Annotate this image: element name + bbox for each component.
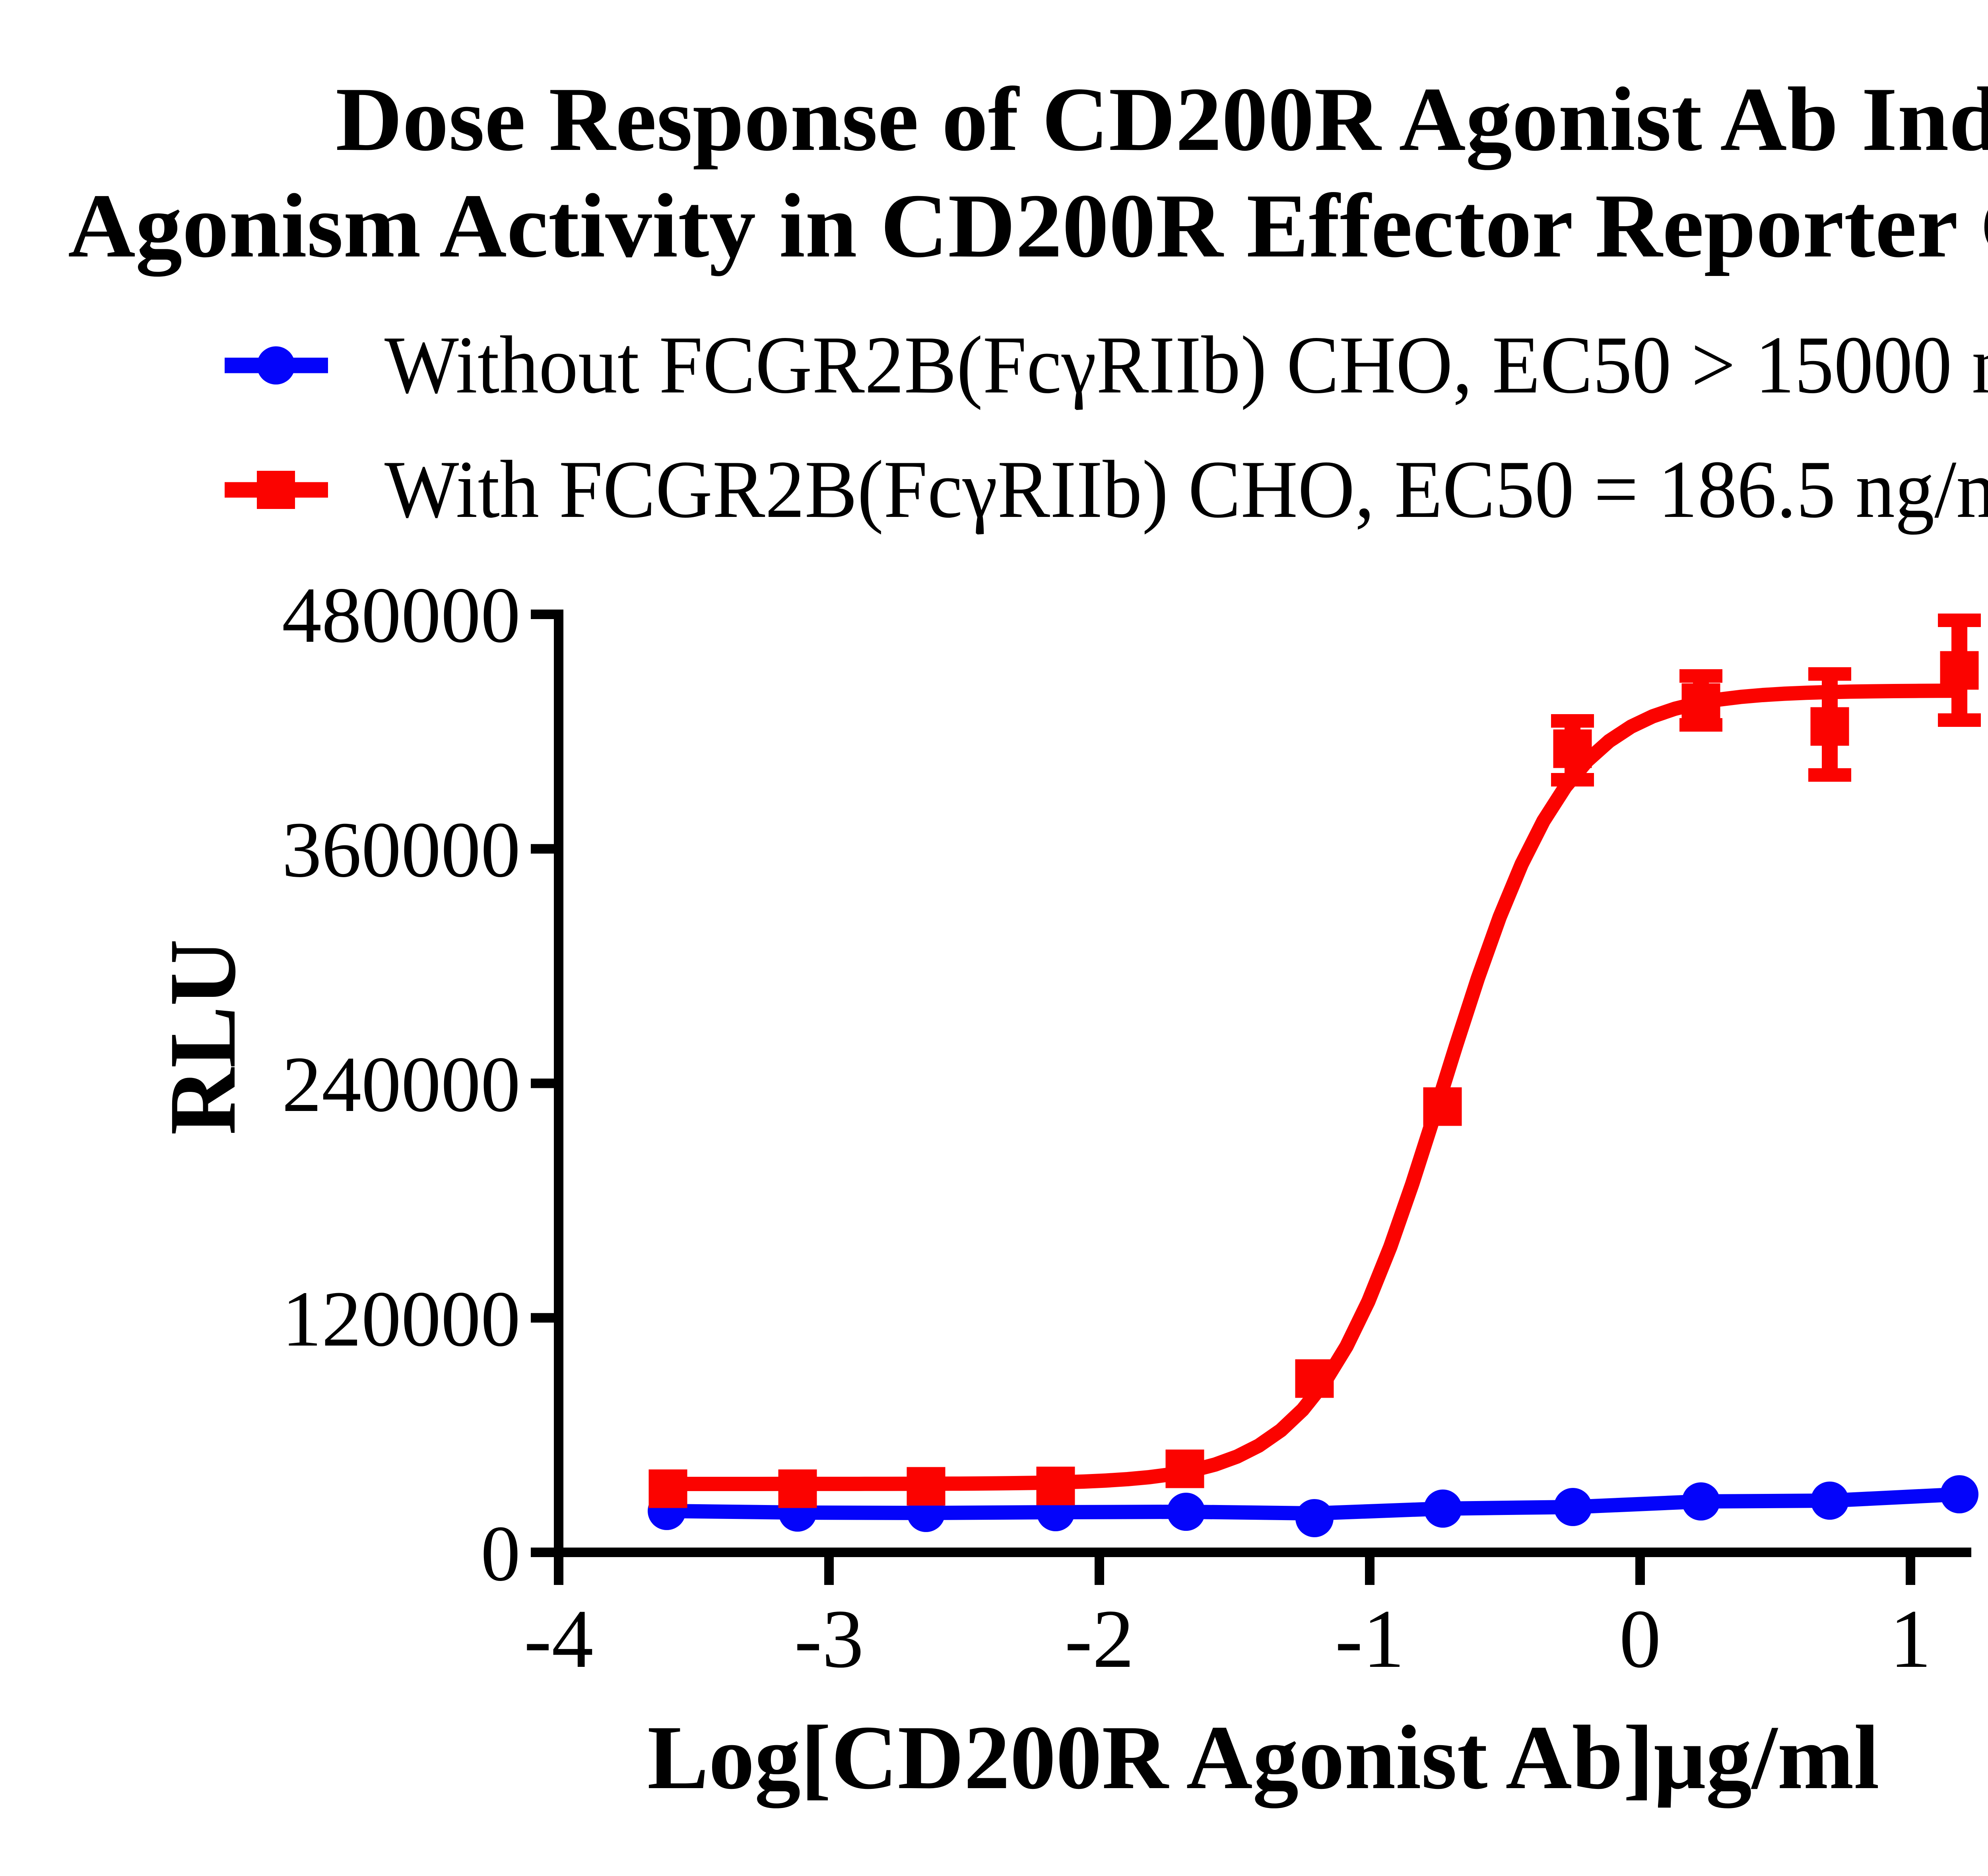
svg-text:Dose Response of CD200R Agonis: Dose Response of CD200R Agonist Ab Induc…	[336, 68, 1988, 170]
svg-text:0: 0	[481, 1510, 520, 1598]
svg-text:-2: -2	[1065, 1593, 1134, 1685]
svg-text:With FCGR2B(FcγRIIb) CHO, EC50: With FCGR2B(FcγRIIb) CHO, EC50 = 186.5 n…	[384, 444, 1988, 535]
svg-text:Agonism Activity in CD200R Eff: Agonism Activity in CD200R Effector Repo…	[68, 175, 1988, 277]
svg-text:RLU: RLU	[149, 939, 255, 1135]
svg-text:480000: 480000	[282, 571, 520, 659]
svg-text:0: 0	[1619, 1593, 1661, 1685]
svg-text:Log[CD200R Agonist Ab]μg/ml: Log[CD200R Agonist Ab]μg/ml	[647, 1707, 1879, 1808]
svg-text:-4: -4	[524, 1593, 594, 1685]
svg-text:-1: -1	[1335, 1593, 1405, 1685]
svg-text:240000: 240000	[282, 1041, 520, 1128]
svg-text:-3: -3	[794, 1593, 864, 1685]
svg-text:360000: 360000	[282, 806, 520, 894]
svg-text:120000: 120000	[282, 1275, 520, 1363]
svg-text:Without FCGR2B(FcγRIIb) CHO, E: Without FCGR2B(FcγRIIb) CHO, EC50 > 1500…	[384, 319, 1988, 410]
svg-text:1: 1	[1890, 1593, 1932, 1685]
